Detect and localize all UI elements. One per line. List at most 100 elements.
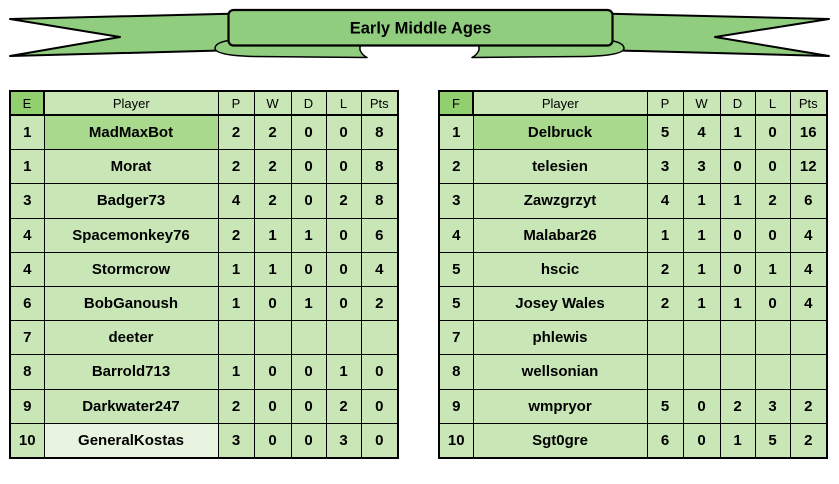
draws-cell: 0	[290, 354, 327, 390]
wins-cell: 3	[682, 149, 721, 185]
losses-cell: 2	[325, 183, 362, 219]
losses-cell: 0	[325, 251, 362, 287]
draws-cell: 1	[719, 114, 756, 151]
rank-cell: 10	[438, 422, 474, 459]
player-cell: Darkwater247	[43, 388, 219, 424]
rank-cell: 3	[9, 183, 45, 219]
rank-cell: 6	[9, 285, 45, 322]
wins-cell	[682, 320, 721, 356]
played-cell: 1	[217, 354, 255, 390]
played-cell: 2	[217, 217, 255, 253]
player-cell: Sgt0gre	[472, 422, 648, 459]
wins-cell: 0	[682, 388, 721, 424]
rank-cell: 10	[9, 422, 45, 459]
points-cell: 8	[360, 183, 399, 219]
losses-cell: 1	[325, 354, 362, 390]
rank-cell: 8	[9, 354, 45, 390]
player-cell: Malabar26	[472, 217, 648, 253]
player-cell: Zawzgrzyt	[472, 183, 648, 219]
rank-cell: 8	[438, 354, 474, 390]
player-cell: deeter	[43, 320, 219, 356]
table-row: 5 hscic 2 1 0 1 4	[438, 251, 828, 287]
player-cell: Josey Wales	[472, 285, 648, 322]
player-cell: wellsonian	[472, 354, 648, 390]
table-row: 1 Delbruck 5 4 1 0 16	[438, 114, 828, 151]
banner-title: Early Middle Ages	[350, 20, 492, 38]
played-cell: 1	[217, 285, 255, 322]
losses-cell: 0	[754, 217, 791, 253]
standings-table-group-f: F Player P W D L Pts 1 Delbruck 5 4 1 0 16 2 tel…	[438, 90, 828, 459]
points-cell: 2	[789, 388, 828, 424]
column-header-played: P	[646, 90, 684, 116]
column-header-losses: L	[325, 90, 362, 116]
group-label-cell: E	[9, 90, 45, 116]
played-cell	[646, 354, 684, 390]
rank-cell: 5	[438, 251, 474, 287]
draws-cell	[719, 320, 756, 356]
column-header-points: Pts	[789, 90, 828, 116]
rank-cell: 3	[438, 183, 474, 219]
losses-cell: 5	[754, 422, 791, 459]
losses-cell: 0	[754, 285, 791, 322]
player-cell: BobGanoush	[43, 285, 219, 322]
points-cell: 8	[360, 149, 399, 185]
played-cell: 5	[646, 388, 684, 424]
draws-cell: 0	[290, 388, 327, 424]
draws-cell: 0	[719, 149, 756, 185]
column-header-draws: D	[290, 90, 327, 116]
losses-cell: 0	[325, 217, 362, 253]
draws-cell: 1	[719, 422, 756, 459]
played-cell: 4	[646, 183, 684, 219]
played-cell: 6	[646, 422, 684, 459]
points-cell: 4	[789, 217, 828, 253]
draws-cell: 0	[290, 149, 327, 185]
player-cell: wmpryor	[472, 388, 648, 424]
points-cell: 0	[360, 354, 399, 390]
points-cell: 6	[360, 217, 399, 253]
group-label-cell: F	[438, 90, 474, 116]
losses-cell: 1	[754, 251, 791, 287]
draws-cell: 1	[719, 285, 756, 322]
column-header-draws: D	[719, 90, 756, 116]
rank-cell: 9	[438, 388, 474, 424]
column-header-wins: W	[682, 90, 721, 116]
wins-cell: 1	[682, 217, 721, 253]
points-cell: 0	[360, 422, 399, 459]
wins-cell: 2	[253, 149, 292, 185]
played-cell	[217, 320, 255, 356]
table-row: 4 Spacemonkey76 2 1 1 0 6	[9, 217, 399, 253]
ribbon-left-tail	[9, 12, 241, 57]
table-row: 9 wmpryor 5 0 2 3 2	[438, 388, 828, 424]
player-cell: Barrold713	[43, 354, 219, 390]
points-cell: 4	[789, 251, 828, 287]
losses-cell	[754, 320, 791, 356]
table-row: 1 MadMaxBot 2 2 0 0 8	[9, 114, 399, 151]
rank-cell: 4	[9, 251, 45, 287]
played-cell: 3	[646, 149, 684, 185]
wins-cell	[682, 354, 721, 390]
table-row: 10 Sgt0gre 6 0 1 5 2	[438, 422, 828, 459]
header-row: F Player P W D L Pts	[438, 90, 828, 116]
table-row: 1 Morat 2 2 0 0 8	[9, 149, 399, 185]
table-row: 4 Stormcrow 1 1 0 0 4	[9, 251, 399, 287]
draws-cell	[290, 320, 327, 356]
rank-cell: 1	[438, 114, 474, 151]
wins-cell: 0	[253, 354, 292, 390]
column-header-played: P	[217, 90, 255, 116]
player-cell: telesien	[472, 149, 648, 185]
points-cell	[789, 320, 828, 356]
column-header-losses: L	[754, 90, 791, 116]
player-cell: Spacemonkey76	[43, 217, 219, 253]
table-row: 8 wellsonian	[438, 354, 828, 390]
draws-cell: 0	[719, 251, 756, 287]
wins-cell	[253, 320, 292, 356]
wins-cell: 2	[253, 114, 292, 151]
wins-cell: 1	[682, 183, 721, 219]
points-cell: 2	[789, 422, 828, 459]
losses-cell: 2	[325, 388, 362, 424]
rank-cell: 7	[9, 320, 45, 356]
wins-cell: 0	[253, 285, 292, 322]
losses-cell: 3	[754, 388, 791, 424]
losses-cell: 0	[325, 114, 362, 151]
